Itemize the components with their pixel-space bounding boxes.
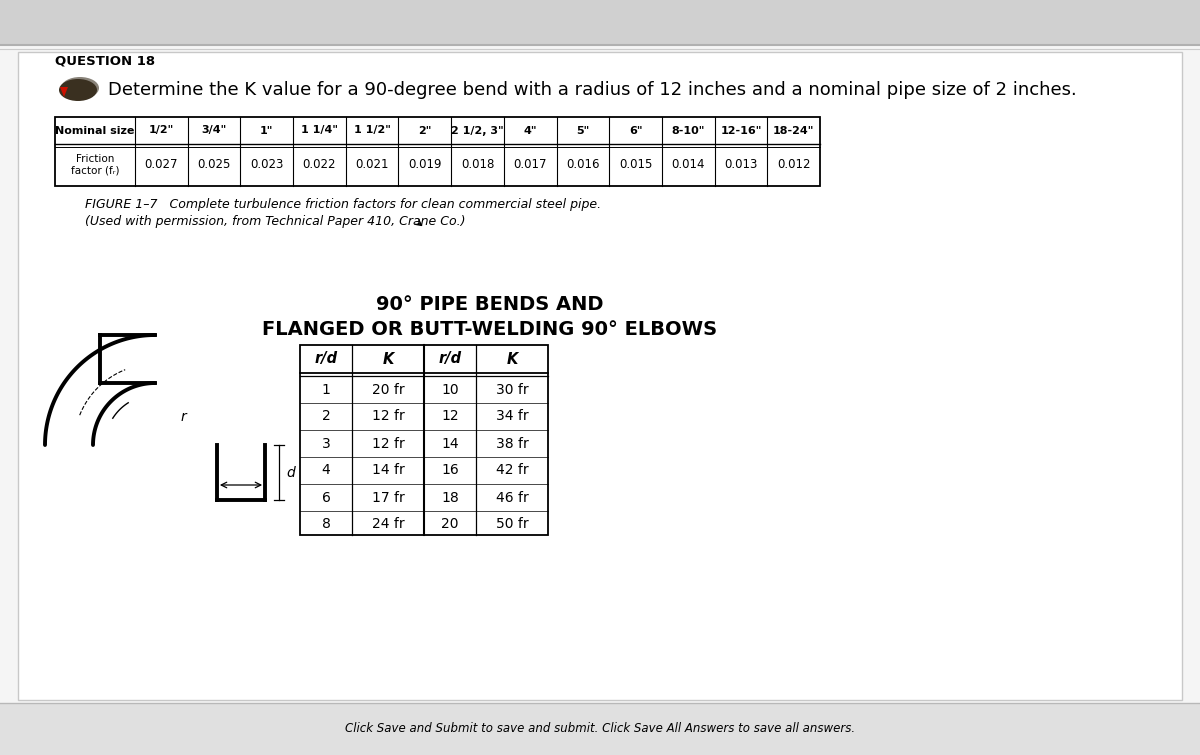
Polygon shape xyxy=(60,87,68,97)
Text: 6": 6" xyxy=(629,125,642,135)
Text: 0.023: 0.023 xyxy=(250,159,283,171)
Text: 0.017: 0.017 xyxy=(514,159,547,171)
Text: Friction
factor (fᵣ): Friction factor (fᵣ) xyxy=(71,154,119,176)
Text: Nominal size: Nominal size xyxy=(55,125,134,135)
Text: 4": 4" xyxy=(523,125,536,135)
Text: 38 fr: 38 fr xyxy=(496,436,528,451)
Text: d: d xyxy=(287,466,295,480)
Text: 34 fr: 34 fr xyxy=(496,409,528,424)
Text: 14 fr: 14 fr xyxy=(372,464,404,477)
FancyBboxPatch shape xyxy=(55,117,820,186)
FancyBboxPatch shape xyxy=(0,703,1200,755)
Text: 12 fr: 12 fr xyxy=(372,436,404,451)
Text: Determine the K value for a 90-degree bend with a radius of 12 inches and a nomi: Determine the K value for a 90-degree be… xyxy=(108,81,1076,99)
Text: 18-24": 18-24" xyxy=(773,125,815,135)
Text: 2: 2 xyxy=(322,409,330,424)
Text: 12-16": 12-16" xyxy=(720,125,762,135)
Text: 17 fr: 17 fr xyxy=(372,491,404,504)
Text: FLANGED OR BUTT-WELDING 90° ELBOWS: FLANGED OR BUTT-WELDING 90° ELBOWS xyxy=(263,320,718,339)
Text: 8: 8 xyxy=(322,517,330,532)
Text: 5": 5" xyxy=(576,125,589,135)
Text: 0.027: 0.027 xyxy=(144,159,178,171)
Text: 20 fr: 20 fr xyxy=(372,383,404,396)
Text: 3: 3 xyxy=(322,436,330,451)
Text: 18: 18 xyxy=(442,491,458,504)
Text: 1/2": 1/2" xyxy=(149,125,174,135)
FancyBboxPatch shape xyxy=(18,52,1182,700)
Text: r/d: r/d xyxy=(438,352,462,366)
Text: 0.016: 0.016 xyxy=(566,159,600,171)
Text: 0.025: 0.025 xyxy=(197,159,230,171)
Text: 0.014: 0.014 xyxy=(672,159,706,171)
Text: 4: 4 xyxy=(322,464,330,477)
Text: 0.019: 0.019 xyxy=(408,159,442,171)
Text: 16: 16 xyxy=(442,464,458,477)
Text: 90° PIPE BENDS AND: 90° PIPE BENDS AND xyxy=(377,295,604,314)
Text: 8-10": 8-10" xyxy=(672,125,704,135)
Text: 12 fr: 12 fr xyxy=(372,409,404,424)
Text: (Used with permission, from Technical Paper 410, Crane Co.): (Used with permission, from Technical Pa… xyxy=(85,215,466,228)
Text: 42 fr: 42 fr xyxy=(496,464,528,477)
Text: 0.021: 0.021 xyxy=(355,159,389,171)
Text: 2": 2" xyxy=(418,125,432,135)
Text: 2 1/2, 3": 2 1/2, 3" xyxy=(451,125,504,135)
Text: FIGURE 1–7   Complete turbulence friction factors for clean commercial steel pip: FIGURE 1–7 Complete turbulence friction … xyxy=(85,198,601,211)
Text: 3/4": 3/4" xyxy=(202,125,227,135)
Text: 0.012: 0.012 xyxy=(776,159,810,171)
Ellipse shape xyxy=(61,77,98,99)
Text: 12: 12 xyxy=(442,409,458,424)
Text: 50 fr: 50 fr xyxy=(496,517,528,532)
Ellipse shape xyxy=(59,79,97,101)
Text: 6: 6 xyxy=(322,491,330,504)
Text: 0.022: 0.022 xyxy=(302,159,336,171)
Text: 0.015: 0.015 xyxy=(619,159,653,171)
Text: 1": 1" xyxy=(260,125,274,135)
FancyBboxPatch shape xyxy=(300,345,548,535)
Text: QUESTION 18: QUESTION 18 xyxy=(55,54,155,67)
Text: 10: 10 xyxy=(442,383,458,396)
FancyBboxPatch shape xyxy=(0,45,1200,705)
Text: r/d: r/d xyxy=(314,352,337,366)
Text: 0.018: 0.018 xyxy=(461,159,494,171)
Text: K: K xyxy=(383,352,394,366)
Text: 0.013: 0.013 xyxy=(725,159,757,171)
FancyBboxPatch shape xyxy=(0,0,1200,45)
Text: 46 fr: 46 fr xyxy=(496,491,528,504)
Text: Click Save and Submit to save and submit. Click Save All Answers to save all ans: Click Save and Submit to save and submit… xyxy=(344,723,856,735)
Text: 1: 1 xyxy=(322,383,330,396)
Text: 20: 20 xyxy=(442,517,458,532)
Text: r: r xyxy=(180,410,186,424)
Text: 24 fr: 24 fr xyxy=(372,517,404,532)
Text: 30 fr: 30 fr xyxy=(496,383,528,396)
Text: 1 1/2": 1 1/2" xyxy=(354,125,390,135)
Text: 14: 14 xyxy=(442,436,458,451)
Text: K: K xyxy=(506,352,517,366)
Text: 1 1/4": 1 1/4" xyxy=(301,125,338,135)
